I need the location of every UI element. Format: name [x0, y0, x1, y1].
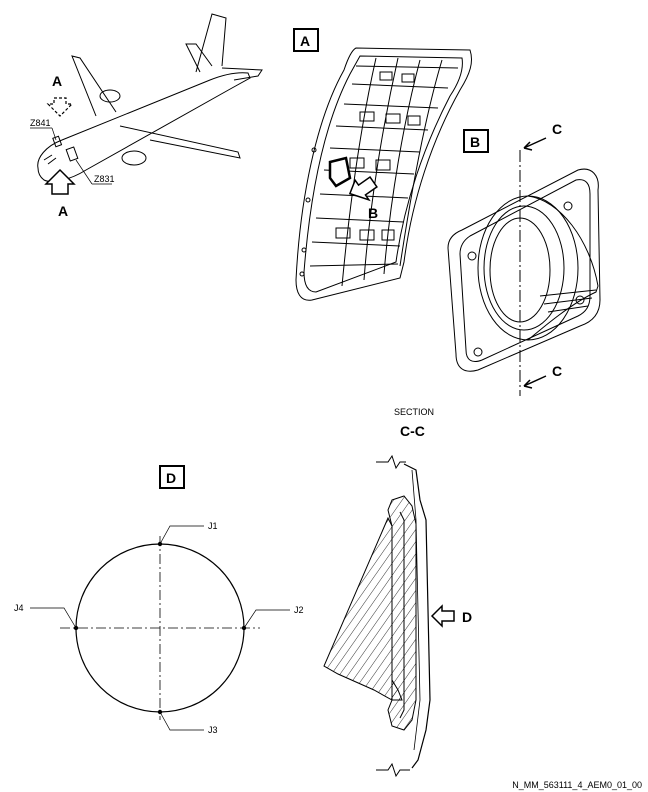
zone-upper-label: Z841	[30, 118, 51, 128]
point-label-j1: J1	[208, 521, 218, 531]
leader-j3	[159, 711, 204, 731]
section-title: SECTION	[394, 407, 434, 417]
view-a-callout-arrow	[348, 176, 378, 202]
zone-upper-leader2	[51, 127, 57, 141]
section-cc-drawing	[323, 454, 431, 778]
view-a-callout-label: B	[368, 205, 378, 221]
section-arrow-top	[523, 137, 547, 151]
point-label-j3: J3	[208, 725, 218, 735]
view-d-arrow	[430, 604, 455, 628]
view-b-window	[447, 168, 601, 372]
section-cut-label-top: C	[552, 121, 562, 137]
aircraft-view-label-top: A	[52, 73, 62, 89]
point-label-j4: J4	[14, 603, 24, 613]
zone-lower-label: Z831	[94, 174, 115, 184]
section-cut-label-bottom: C	[552, 363, 562, 379]
leader-j4	[30, 607, 77, 629]
view-d-box	[159, 465, 185, 489]
view-a-panel	[295, 47, 473, 301]
view-b-box	[463, 129, 489, 153]
view-a-box	[293, 28, 319, 52]
section-name: C-C	[400, 423, 425, 439]
view-a-box-label: A	[300, 33, 310, 49]
view-arrow-dashed	[46, 97, 74, 117]
point-label-j2: J2	[294, 605, 304, 615]
aircraft-view-label-bottom: A	[58, 203, 68, 219]
zone-lower-leader2	[75, 159, 93, 185]
view-b-box-label: B	[470, 134, 480, 150]
figure-id: N_MM_563111_4_AEM0_01_00	[512, 780, 642, 790]
view-d-arrow-label: D	[462, 609, 472, 625]
aircraft-locator	[37, 13, 263, 183]
view-d-box-label: D	[166, 470, 176, 486]
leader-j2	[243, 609, 290, 629]
leader-j1	[159, 525, 204, 545]
view-a-window-highlight	[328, 156, 352, 188]
section-arrow-bottom	[523, 375, 547, 389]
view-arrow-solid	[44, 168, 76, 195]
view-d-circle-group	[30, 525, 290, 731]
